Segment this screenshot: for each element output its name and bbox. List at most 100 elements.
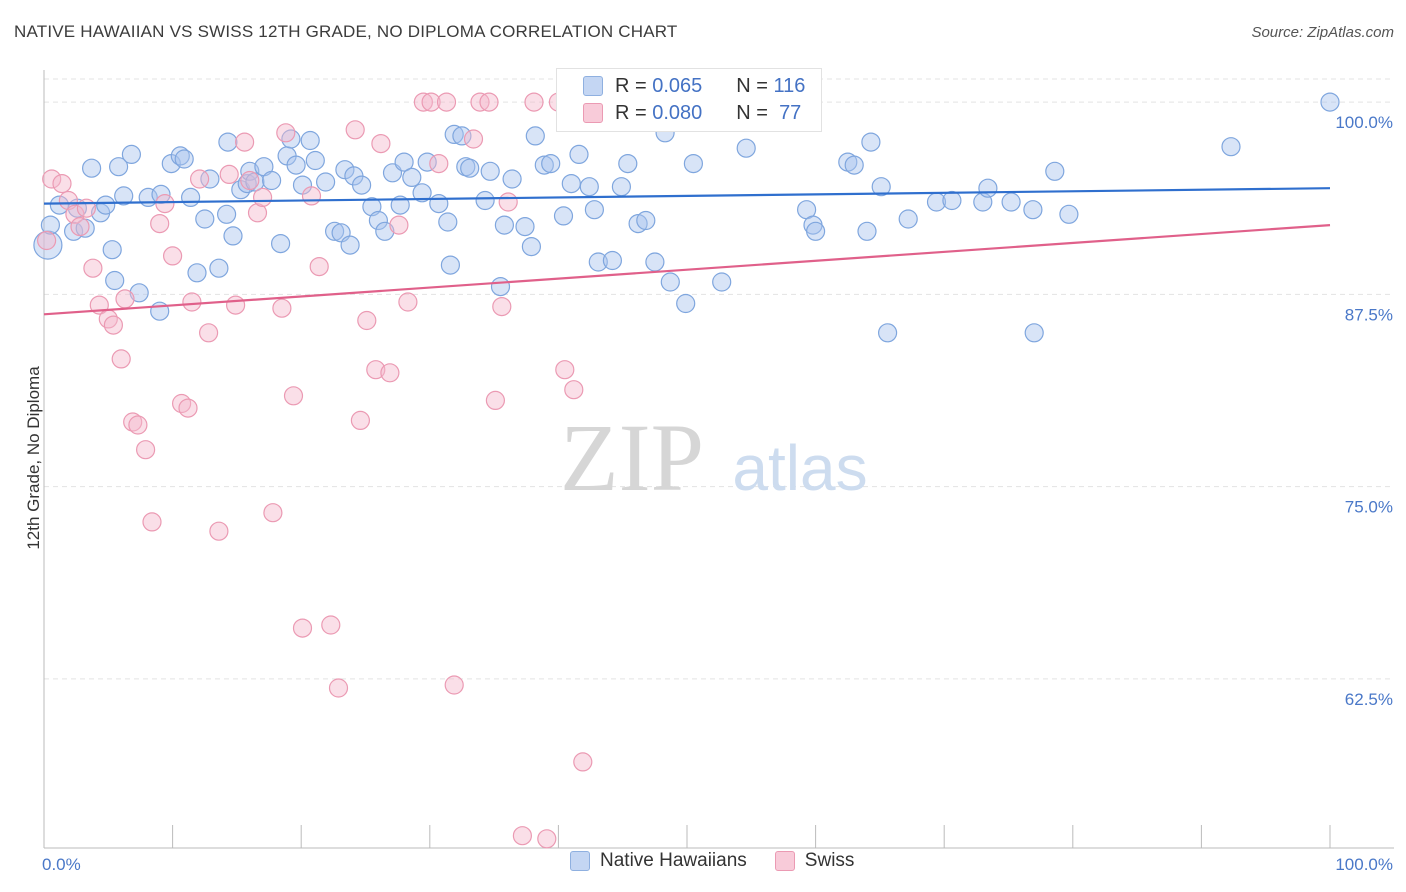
- point-swiss-52: [436, 92, 457, 112]
- point-swiss-24: [199, 323, 219, 343]
- legend-row-swiss: R = 0.080 N = 77: [583, 100, 801, 126]
- point-native-hawaiians-65: [475, 190, 495, 211]
- point-swiss-61: [524, 92, 544, 112]
- point-native-hawaiians-8: [96, 195, 116, 215]
- point-swiss-49: [413, 92, 433, 112]
- legend-item-native-hawaiians: Native Hawaiians: [570, 850, 747, 872]
- legend-n-value-2: 77: [779, 101, 802, 124]
- legend-n-label: N =: [736, 101, 768, 124]
- point-native-hawaiians-9: [102, 240, 122, 260]
- point-swiss-46: [380, 363, 400, 383]
- point-swiss-2: [52, 174, 72, 194]
- point-swiss-11: [111, 349, 131, 369]
- tick-labels: 62.5% 75.0% 87.5% 100.0% 0.0% 100.0%: [42, 113, 1393, 874]
- legend-item-swiss: Swiss: [774, 850, 854, 872]
- legend-r-label: R =: [615, 74, 647, 97]
- point-swiss-12: [115, 289, 135, 309]
- point-swiss-50: [421, 92, 441, 112]
- point-native-hawaiians-25: [209, 258, 229, 278]
- point-native-hawaiians-111: [1023, 200, 1043, 220]
- series-legend: Native Hawaiians Swiss: [570, 850, 882, 872]
- legend-swatch-pink: [583, 103, 603, 123]
- point-native-hawaiians-50: [368, 210, 388, 231]
- legend-row-native-hawaiians: R = 0.065 N = 116: [583, 73, 805, 99]
- x-tick-label-1: 100.0%: [1335, 855, 1393, 874]
- series-native-hawaiians: [33, 92, 1340, 343]
- point-native-hawaiians-84: [628, 214, 648, 234]
- point-swiss-48: [398, 292, 418, 312]
- point-native-hawaiians-79: [584, 200, 605, 220]
- point-swiss-58: [492, 297, 512, 317]
- point-native-hawaiians-72: [525, 126, 545, 146]
- point-swiss-27: [226, 295, 246, 315]
- point-native-hawaiians-89: [676, 293, 696, 314]
- x-tick-label-0: 0.0%: [42, 855, 81, 874]
- point-native-hawaiians-51: [375, 221, 395, 241]
- legend-swatch-pink: [774, 851, 795, 871]
- point-native-hawaiians-92: [712, 272, 732, 292]
- point-swiss-42: [350, 410, 370, 430]
- legend-n-label: N =: [736, 74, 768, 97]
- point-native-hawaiians-102: [861, 132, 881, 152]
- point-native-hawaiians-34: [262, 170, 282, 191]
- point-native-hawaiians-74: [541, 154, 561, 174]
- trend-line-native-hawaiians: [43, 187, 1331, 205]
- point-swiss-36: [292, 618, 313, 638]
- point-native-hawaiians-103: [871, 177, 891, 197]
- point-native-hawaiians-85: [636, 210, 656, 231]
- point-native-hawaiians-114: [1059, 204, 1079, 224]
- point-swiss-43: [357, 310, 377, 331]
- point-swiss-26: [219, 164, 239, 184]
- chart-title: NATIVE HAWAIIAN VS SWISS 12TH GRADE, NO …: [14, 22, 678, 41]
- point-swiss-23: [190, 169, 210, 189]
- y-tick-label-3: 100.0%: [1335, 113, 1393, 132]
- point-native-hawaiians-43: [325, 221, 345, 241]
- point-native-hawaiians-30: [237, 174, 257, 194]
- point-swiss-44: [366, 360, 386, 380]
- point-swiss-7: [83, 258, 103, 278]
- point-native-hawaiians-42: [316, 172, 336, 192]
- point-native-hawaiians-10: [105, 270, 125, 291]
- point-native-hawaiians-78: [579, 177, 599, 197]
- y-tick-label-2: 87.5%: [1345, 305, 1393, 324]
- point-native-hawaiians-60: [440, 255, 460, 275]
- point-swiss-10: [103, 315, 124, 335]
- point-native-hawaiians-38: [286, 155, 306, 175]
- point-swiss-39: [321, 615, 341, 635]
- point-native-hawaiians-115: [1221, 137, 1241, 157]
- point-native-hawaiians-113: [1045, 161, 1065, 181]
- point-native-hawaiians-56: [412, 183, 432, 203]
- legend-r-value-2: 0.080: [652, 101, 703, 124]
- point-native-hawaiians-48: [352, 175, 372, 195]
- point-native-hawaiians-46: [340, 235, 360, 255]
- point-swiss-18: [155, 194, 175, 214]
- legend-swatch-blue: [583, 76, 603, 96]
- point-native-hawaiians-82: [611, 177, 632, 197]
- point-swiss-17: [150, 214, 170, 234]
- watermark: ZIP atlas: [560, 404, 868, 511]
- point-native-hawaiians-59: [438, 212, 458, 232]
- point-swiss-35: [283, 386, 304, 406]
- point-native-hawaiians-110: [1001, 192, 1021, 212]
- point-native-hawaiians-61: [444, 124, 464, 144]
- source-label: Source: ZipAtlas.com: [1251, 24, 1394, 41]
- point-swiss-6: [76, 198, 97, 218]
- point-swiss-31: [253, 187, 273, 207]
- point-native-hawaiians-76: [561, 174, 581, 194]
- trend-line-swiss: [43, 224, 1331, 316]
- correlation-legend: R = 0.065 N = 116 R = 0.080 N = 77: [556, 68, 822, 132]
- legend-r-label: R =: [615, 101, 647, 124]
- point-swiss-40: [328, 678, 349, 698]
- point-swiss-25: [209, 521, 229, 541]
- point-native-hawaiians-11: [108, 157, 129, 177]
- point-native-hawaiians-35: [271, 234, 291, 254]
- point-native-hawaiians-66: [480, 161, 500, 181]
- point-native-hawaiians-26: [217, 204, 237, 224]
- point-swiss-15: [136, 440, 156, 460]
- point-native-hawaiians-55: [402, 167, 422, 187]
- point-swiss-34: [276, 123, 296, 143]
- point-native-hawaiians-112: [1024, 323, 1044, 343]
- legend-r-value-1: 0.065: [652, 74, 703, 97]
- point-native-hawaiians-88: [660, 272, 680, 292]
